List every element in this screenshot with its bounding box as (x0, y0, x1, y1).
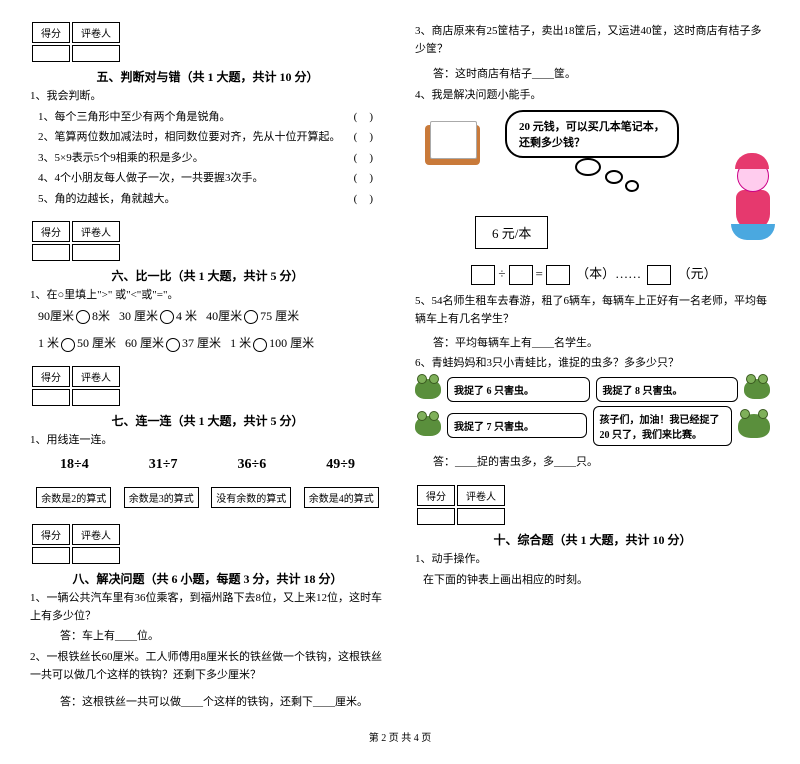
remainder-box: 余数是3的算式 (124, 487, 199, 508)
thought-bubble-icon (605, 170, 623, 184)
bubble-area: 20 元钱，可以买几本笔记本， 还剩多少钱？ (415, 110, 770, 210)
frog-icon (415, 379, 441, 399)
q8-3: 3、商店原来有25筐桔子，卖出18筐后，又运进40筐，这时商店有桔子多少筐？ (415, 23, 770, 58)
thought-bubble-icon (575, 158, 601, 176)
grader-label: 评卷人 (72, 221, 120, 242)
sec5-item-text: 1、每个三角形中至少有两个角是锐角。 (38, 111, 231, 123)
sec5-item: 3、5×9表示5个9相乘的积是多少。() (38, 150, 385, 168)
cmp-val: 8米 (92, 309, 110, 323)
frog-row-2: 我捉了 7 只害虫。 孩子们，加油！我已经捉了 20 只了，我们来比赛。 (415, 406, 770, 446)
cmp-val: 4 米 (176, 309, 197, 323)
grader-label: 评卷人 (72, 524, 120, 545)
sec5-lead: 1、我会判断。 (30, 88, 385, 106)
notebook-icon (425, 125, 480, 165)
sec5-item-text: 5、角的边越长，角就越大。 (38, 193, 176, 205)
expr: 49÷9 (326, 457, 355, 473)
expr-row: 18÷4 31÷7 36÷6 49÷9 (30, 457, 385, 473)
cmp-val: 90厘米 (38, 309, 74, 323)
bubble-line2: 还剩多少钱？ (519, 137, 585, 149)
page-footer: 第 2 页 共 4 页 (30, 729, 770, 744)
left-column: 得分 评卷人 五、判断对与错（共 1 大题，共计 10 分） 1、我会判断。 1… (30, 20, 385, 715)
cmp-val: 100 厘米 (269, 336, 314, 350)
right-column: 3、商店原来有25筐桔子，卖出18筐后，又运进40筐，这时商店有桔子多少筐？ 答… (415, 20, 770, 715)
grader-label: 评卷人 (457, 485, 505, 506)
expr: 31÷7 (149, 457, 178, 473)
frog-speech: 我捉了 8 只害虫。 (596, 377, 739, 402)
grader-label: 评卷人 (72, 366, 120, 387)
cmp-val: 60 厘米 (125, 336, 164, 350)
frog-speech-line: 孩子们，加油！我已经捉了 (600, 415, 720, 426)
section-6-title: 六、比一比（共 1 大题，共计 5 分） (30, 267, 385, 284)
section-5-title: 五、判断对与错（共 1 大题，共计 10 分） (30, 68, 385, 85)
sec5-item-text: 3、5×9表示5个9相乘的积是多少。 (38, 152, 204, 164)
remainder-box-row: 余数是2的算式 余数是3的算式 没有余数的算式 余数是4的算式 (30, 487, 385, 508)
cmp-val: 75 厘米 (260, 309, 299, 323)
q8-6: 6、青蛙妈妈和3只小青蛙比，谁捉的虫多？多多少只？ (415, 355, 770, 373)
q10-1b: 在下面的钟表上画出相应的时刻。 (423, 572, 770, 590)
eq-tail: （本）…… (576, 266, 641, 281)
a8-6: 答：____捉的害虫多，多____只。 (433, 454, 770, 472)
a8-2: 答：这根铁丝一共可以做____个这样的铁钩，还剩下____厘米。 (60, 694, 385, 712)
q10-1a: 1、动手操作。 (415, 551, 770, 569)
cmp-val: 37 厘米 (182, 336, 221, 350)
sec7-lead: 1、用线连一连。 (30, 432, 385, 450)
cmp-val: 1 米 (230, 336, 251, 350)
section-10-title: 十、综合题（共 1 大题，共计 10 分） (415, 531, 770, 548)
remainder-box: 没有余数的算式 (211, 487, 291, 508)
frog-speech: 我捉了 6 只害虫。 (447, 377, 590, 402)
sec5-item: 5、角的边越长，角就越大。() (38, 191, 385, 209)
sec5-item-text: 2、笔算两位数加减法时，相同数位要对齐，先从十位开算起。 (38, 131, 341, 143)
q8-5: 5、54名师生租车去春游，租了6辆车，每辆车上正好有一名老师，平均每辆车上有几名… (415, 293, 770, 328)
compare-row-2: 1 米 50 厘米 60 厘米 37 厘米 1 米 100 厘米 (38, 334, 385, 353)
frog-row-1: 我捉了 6 只害虫。 我捉了 8 只害虫。 (415, 377, 770, 402)
q8-2: 2、一根铁丝长60厘米。工人师傅用8厘米长的铁丝做一个铁钩，这根铁丝一共可以做几… (30, 649, 385, 684)
frog-speech-mom: 孩子们，加油！我已经捉了 20 只了，我们来比赛。 (593, 406, 733, 446)
expr: 36÷6 (238, 457, 267, 473)
q8-1: 1、一辆公共汽车里有36位乘客，到福州路下去8位，又上来12位，这时车上有多少位… (30, 590, 385, 625)
sec5-item-text: 4、4个小朋友每人做子一次，一共要握3次手。 (38, 172, 264, 184)
page: 得分 评卷人 五、判断对与错（共 1 大题，共计 10 分） 1、我会判断。 1… (30, 20, 770, 715)
girl-icon (725, 160, 780, 255)
sec5-item: 2、笔算两位数加减法时，相同数位要对齐，先从十位开算起。() (38, 129, 385, 147)
frog-icon (415, 416, 441, 436)
frog-mom-icon (738, 414, 770, 438)
a8-1: 答：车上有____位。 (60, 628, 385, 646)
score-label: 得分 (32, 221, 70, 242)
equation-row: ÷= （本）…… （元） (415, 263, 770, 285)
score-box: 得分评卷人 (415, 483, 770, 527)
section-7-title: 七、连一连（共 1 大题，共计 5 分） (30, 412, 385, 429)
frog-icon (744, 379, 770, 399)
bubble-line1: 20 元钱，可以买几本笔记本， (519, 121, 665, 133)
expr: 18÷4 (60, 457, 89, 473)
thought-bubble-icon (625, 180, 639, 192)
a8-5: 答：平均每辆车上有____名学生。 (433, 335, 770, 353)
q8-4: 4、我是解决问题小能手。 (415, 87, 770, 105)
score-box: 得分 评卷人 (30, 20, 385, 64)
frog-speech-line: 20 只了，我们来比赛。 (600, 430, 703, 441)
score-label: 得分 (32, 524, 70, 545)
remainder-box: 余数是2的算式 (36, 487, 111, 508)
eq-unit: （元） (678, 266, 717, 281)
score-box: 得分评卷人 (30, 219, 385, 263)
score-box: 得分评卷人 (30, 364, 385, 408)
price-box: 6 元/本 (475, 216, 548, 249)
sec6-lead: 1、在○里填上">" 或"<"或"="。 (30, 287, 385, 305)
sec5-item: 1、每个三角形中至少有两个角是锐角。() (38, 109, 385, 127)
grader-label: 评卷人 (72, 22, 120, 43)
sec5-item: 4、4个小朋友每人做子一次，一共要握3次手。() (38, 170, 385, 188)
section-8-title: 八、解决问题（共 6 小题，每题 3 分，共计 18 分） (30, 570, 385, 587)
cmp-val: 30 厘米 (119, 309, 158, 323)
compare-row-1: 90厘米 8米 30 厘米 4 米 40厘米 75 厘米 (38, 307, 385, 326)
a8-3: 答：这时商店有桔子____筐。 (433, 66, 770, 84)
frog-speech: 我捉了 7 只害虫。 (447, 413, 587, 438)
speech-bubble: 20 元钱，可以买几本笔记本， 还剩多少钱？ (505, 110, 679, 158)
score-label: 得分 (32, 22, 70, 43)
cmp-val: 40厘米 (206, 309, 242, 323)
cmp-val: 1 米 (38, 336, 59, 350)
score-label: 得分 (32, 366, 70, 387)
score-label: 得分 (417, 485, 455, 506)
remainder-box: 余数是4的算式 (304, 487, 379, 508)
cmp-val: 50 厘米 (77, 336, 116, 350)
score-box: 得分评卷人 (30, 522, 385, 566)
